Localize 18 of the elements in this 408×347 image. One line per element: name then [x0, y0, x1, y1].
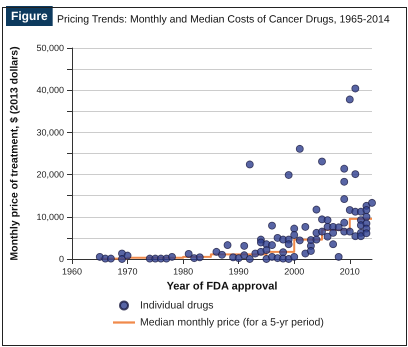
y-tick-label: 50,000 [36, 43, 64, 53]
text: Figure [11, 9, 48, 23]
legend-label: Median monthly price (for a 5-yr period) [140, 316, 324, 328]
chart-title: Pricing Trends: Monthly and Median Costs of Cancer Drugs, 1965-2014 [57, 14, 390, 26]
y-tick-label: 40,000 [36, 85, 64, 96]
x-tick-label: 1990 [228, 266, 249, 276]
y-tick-label: 30,000 [36, 127, 64, 138]
y-tick-label: 0 [58, 254, 64, 264]
legend-label: Individual drugs [140, 300, 214, 312]
x-tick-label: 2010 [340, 266, 360, 276]
x-tick-label: 1970 [118, 266, 138, 276]
x-tick-label: 1960 [62, 266, 82, 276]
x-tick-label: 1980 [173, 266, 194, 276]
y-axis-title: Monthly price of treatment, $ (2013 dollars) [8, 46, 20, 261]
y-tick-label: 20,000 [36, 170, 64, 180]
y-tick-label: 10,000 [36, 212, 64, 222]
x-tick-label: 2000 [284, 266, 304, 276]
x-axis-title: Year of FDA approval [166, 280, 278, 292]
